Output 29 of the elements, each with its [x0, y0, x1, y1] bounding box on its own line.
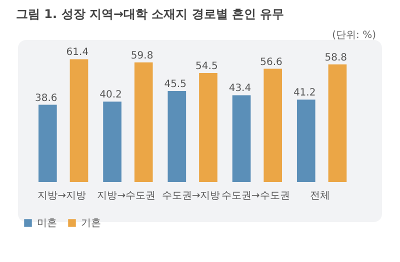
bar — [328, 64, 347, 182]
data-label: 40.2 — [100, 90, 122, 101]
bar — [38, 104, 57, 182]
bar — [264, 68, 282, 182]
data-label: 59.8 — [130, 50, 154, 62]
bar — [232, 95, 251, 182]
x-tick-label: 수도권→수도권 — [221, 190, 290, 202]
data-label: 38.6 — [34, 92, 58, 104]
bar — [296, 100, 316, 182]
x-tick-label: 지방→수도권 — [97, 190, 156, 202]
data-label: 43.4 — [228, 83, 252, 94]
bar — [168, 91, 186, 182]
data-label: 54.5 — [196, 61, 218, 72]
bar — [70, 59, 88, 182]
x-tick-label: 지방→지방 — [38, 190, 86, 202]
legend-label: 미혼 — [37, 218, 57, 229]
x-tick-label: 수도권→지방 — [162, 190, 220, 202]
data-label: 45.5 — [164, 79, 186, 90]
data-label: 61.4 — [66, 47, 89, 58]
legend-label: 기혼 — [81, 218, 101, 229]
x-tick-label: 전체 — [310, 190, 330, 202]
bar — [103, 102, 122, 182]
data-label: 56.6 — [260, 56, 282, 68]
bar — [199, 73, 218, 182]
text: (단위: %) — [332, 29, 376, 42]
bar — [134, 62, 153, 182]
chart-title: 그림 1. 성장 지역→대학 소재지 경로별 혼인 유무 — [16, 6, 284, 23]
data-label: 41.2 — [293, 88, 316, 99]
data-label: 58.8 — [324, 52, 348, 64]
